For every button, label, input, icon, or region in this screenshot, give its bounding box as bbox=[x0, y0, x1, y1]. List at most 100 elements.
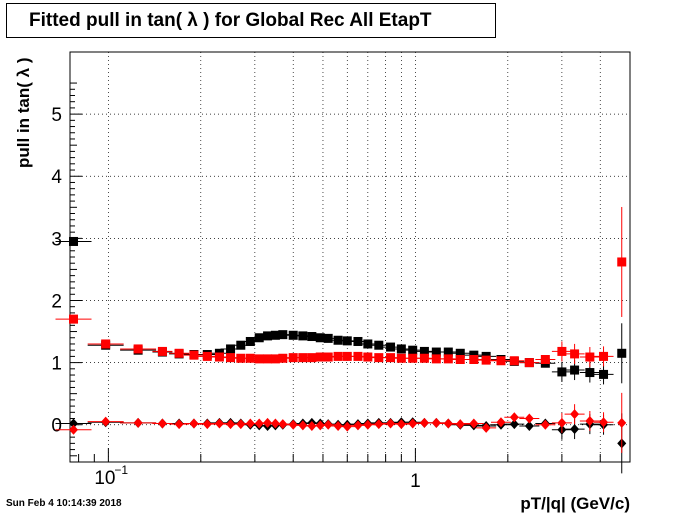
data-point-square bbox=[509, 356, 519, 366]
data-point-square bbox=[189, 350, 199, 360]
data-point-diamond bbox=[226, 419, 236, 430]
data-point-square bbox=[408, 353, 418, 363]
data-point-square bbox=[363, 339, 373, 349]
data-point-square bbox=[469, 355, 479, 364]
data-point-square bbox=[202, 351, 212, 361]
data-point-square bbox=[307, 353, 317, 363]
data-point-diamond bbox=[263, 417, 273, 428]
y-tick-label: 3 bbox=[51, 229, 62, 250]
data-point-diamond bbox=[214, 418, 224, 429]
data-point-diamond bbox=[469, 418, 479, 429]
data-point-square bbox=[157, 346, 167, 356]
data-point-square bbox=[69, 236, 79, 246]
data-point-square bbox=[386, 353, 396, 363]
data-point-diamond bbox=[133, 417, 143, 428]
data-point-diamond bbox=[157, 418, 167, 429]
data-point-square bbox=[245, 353, 255, 363]
data-point-square bbox=[307, 332, 317, 342]
data-point-square bbox=[570, 365, 580, 375]
data-point-square bbox=[570, 349, 580, 359]
data-point-square bbox=[431, 347, 441, 357]
data-point-diamond bbox=[585, 416, 595, 426]
data-point-square bbox=[374, 340, 384, 350]
data-point-diamond bbox=[254, 418, 264, 429]
data-point-diamond bbox=[431, 417, 441, 428]
data-point-diamond bbox=[408, 418, 418, 429]
data-point-square bbox=[585, 352, 595, 362]
data-point-diamond bbox=[443, 418, 453, 429]
data-point-square bbox=[270, 354, 280, 364]
data-point-square bbox=[443, 347, 453, 357]
data-point-square bbox=[408, 345, 418, 355]
data-point-square bbox=[288, 330, 298, 340]
data-point-square bbox=[298, 331, 308, 341]
data-point-diamond bbox=[315, 420, 325, 431]
data-point-diamond bbox=[374, 419, 384, 430]
data-point-diamond bbox=[278, 419, 288, 430]
data-point-diamond bbox=[386, 418, 396, 429]
data-point-square bbox=[270, 330, 280, 340]
data-point-square bbox=[278, 330, 288, 340]
data-point-square bbox=[353, 336, 363, 346]
data-point-diamond bbox=[524, 413, 534, 424]
data-point-square bbox=[245, 336, 255, 346]
data-point-diamond bbox=[599, 417, 609, 428]
data-point-square bbox=[396, 344, 406, 354]
data-point-square bbox=[226, 353, 236, 363]
data-point-square bbox=[557, 346, 567, 356]
data-point-square bbox=[101, 339, 111, 349]
data-point-diamond bbox=[363, 419, 373, 430]
chart-title: Fitted pull in tan( λ ) for Global Rec A… bbox=[6, 3, 496, 38]
data-point-diamond bbox=[481, 422, 491, 433]
data-point-diamond bbox=[101, 416, 111, 427]
data-point-square bbox=[226, 344, 236, 354]
data-point-square bbox=[557, 367, 567, 377]
data-point-diamond bbox=[270, 418, 280, 429]
data-point-square bbox=[419, 346, 429, 356]
data-point-square bbox=[374, 353, 384, 363]
data-point-square bbox=[386, 342, 396, 352]
data-point-diamond bbox=[419, 417, 429, 428]
x-tick-label-one: 1 bbox=[410, 471, 421, 492]
x-tick-label-decade: 10 bbox=[94, 468, 115, 489]
data-point-diamond bbox=[307, 420, 317, 431]
data-point-diamond bbox=[570, 409, 580, 420]
data-point-square bbox=[236, 340, 246, 350]
data-point-diamond bbox=[617, 417, 627, 428]
data-point-square bbox=[419, 353, 429, 363]
data-point-square bbox=[617, 348, 627, 358]
plot-frame bbox=[69, 51, 631, 463]
data-point-square bbox=[69, 314, 79, 324]
data-point-diamond bbox=[496, 417, 506, 428]
data-point-square bbox=[496, 356, 506, 366]
data-point-square bbox=[431, 354, 441, 364]
data-point-square bbox=[323, 352, 333, 362]
data-point-square bbox=[617, 257, 627, 267]
data-point-square bbox=[315, 333, 325, 343]
x-tick-label-exponent: −1 bbox=[114, 463, 128, 477]
y-tick-label: 2 bbox=[51, 291, 62, 312]
data-point-diamond bbox=[202, 419, 212, 430]
data-point-square bbox=[396, 353, 406, 363]
data-point-diamond bbox=[69, 418, 79, 429]
data-point-diamond bbox=[557, 417, 567, 428]
data-point-square bbox=[254, 333, 264, 343]
data-point-diamond bbox=[333, 420, 343, 431]
data-point-square bbox=[599, 351, 609, 361]
data-point-square bbox=[278, 353, 288, 363]
data-point-square bbox=[174, 348, 184, 358]
data-point-square bbox=[585, 368, 595, 378]
data-point-square bbox=[353, 351, 363, 361]
data-point-diamond bbox=[509, 412, 519, 423]
data-point-diamond bbox=[236, 419, 246, 430]
data-point-diamond bbox=[570, 424, 580, 435]
data-point-diamond bbox=[69, 424, 79, 435]
data-point-square bbox=[540, 355, 550, 364]
data-point-square bbox=[455, 355, 465, 364]
data-point-diamond bbox=[323, 419, 333, 430]
data-point-diamond bbox=[298, 420, 308, 431]
data-point-square bbox=[599, 369, 609, 379]
data-point-square bbox=[263, 331, 273, 341]
data-point-diamond bbox=[353, 420, 363, 431]
